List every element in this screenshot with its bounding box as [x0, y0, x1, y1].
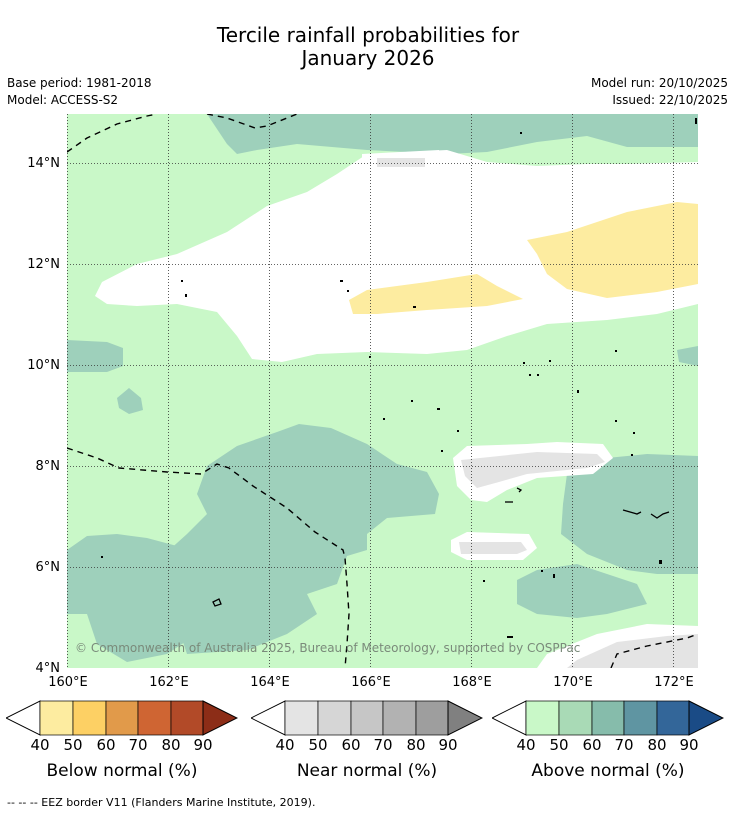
colorbar-above-normal-swatches [490, 700, 725, 736]
eez-border [67, 114, 698, 668]
lon-tick-162e: 162°E [149, 675, 189, 690]
above-tick: 90 [679, 736, 699, 754]
above-tick: 50 [549, 736, 569, 754]
colorbar-below-normal [4, 700, 239, 736]
swatch-below-60 [105, 700, 139, 736]
near-tick: 90 [438, 736, 458, 754]
map-title-line2: January 2026 [301, 46, 435, 70]
issued-date: Issued: 22/10/2025 [612, 93, 728, 107]
above-normal-region-east [561, 454, 698, 574]
copyright-notice: © Commonwealth of Australia 2025, Bureau… [75, 641, 581, 655]
below-tick: 70 [128, 736, 148, 754]
probability-map [67, 114, 698, 668]
lat-tick-12n: 12°N [27, 257, 60, 272]
colorbar-above-normal [490, 700, 725, 736]
map-title-line1: Tercile rainfall probabilities for [216, 23, 520, 47]
lon-tick-166e: 166°E [351, 675, 391, 690]
model-name: Model: ACCESS-S2 [7, 93, 119, 107]
below-normal-region-central [349, 274, 523, 314]
map-gridlines [67, 114, 698, 668]
colorbar-label-below: Below normal (%) [46, 761, 198, 781]
above-tick: 70 [614, 736, 634, 754]
colorbar-near-normal [249, 700, 484, 736]
lat-tick-8n: 8°N [35, 459, 61, 474]
near-tick: 80 [406, 736, 426, 754]
swatch-below-40 [39, 700, 74, 736]
islands [101, 118, 697, 638]
above-normal-region-west [67, 340, 123, 372]
swatch-below-70 [137, 700, 172, 736]
swatch-below-80 [170, 700, 204, 736]
eez-legend-note: -- -- -- EEZ border V11 (Flanders Marine… [7, 796, 316, 809]
colorbar-near-normal-swatches [249, 700, 484, 736]
lat-tick-14n: 14°N [27, 156, 60, 171]
below-normal-region-east [527, 202, 698, 298]
near-tick: 40 [275, 736, 295, 754]
island-outlines [212, 487, 670, 607]
near-tick: 50 [308, 736, 328, 754]
colorbar-below-normal-swatches [4, 700, 239, 736]
below-tick: 90 [193, 736, 213, 754]
lat-tick-6n: 6°N [35, 560, 61, 575]
below-tick: 80 [161, 736, 181, 754]
below-tick: 60 [96, 736, 116, 754]
map-canvas [67, 114, 698, 668]
lon-tick-168e: 168°E [452, 675, 492, 690]
above-normal-region-north [207, 114, 698, 154]
above-tick: 80 [647, 736, 667, 754]
above-tick: 60 [582, 736, 602, 754]
colorbar-label-near: Near normal (%) [296, 761, 438, 781]
near-tick: 70 [373, 736, 393, 754]
base-period: Base period: 1981-2018 [7, 76, 152, 90]
near-tick: 60 [341, 736, 361, 754]
lon-tick-164e: 164°E [250, 675, 290, 690]
no-dominant-region [95, 150, 698, 362]
lon-tick-160e: 160°E [48, 675, 88, 690]
above-tick: 40 [516, 736, 536, 754]
below-tick: 40 [30, 736, 50, 754]
lat-tick-10n: 10°N [27, 358, 60, 373]
lon-tick-170e: 170°E [553, 675, 593, 690]
swatch-below-50 [72, 700, 107, 736]
model-run: Model run: 20/10/2025 [590, 76, 728, 90]
lon-tick-172e: 172°E [654, 675, 694, 690]
lat-tick-4n: 4°N [35, 661, 61, 676]
above-normal-region-central [167, 424, 439, 604]
below-tick: 50 [63, 736, 83, 754]
colorbar-label-above: Above normal (%) [531, 761, 685, 781]
